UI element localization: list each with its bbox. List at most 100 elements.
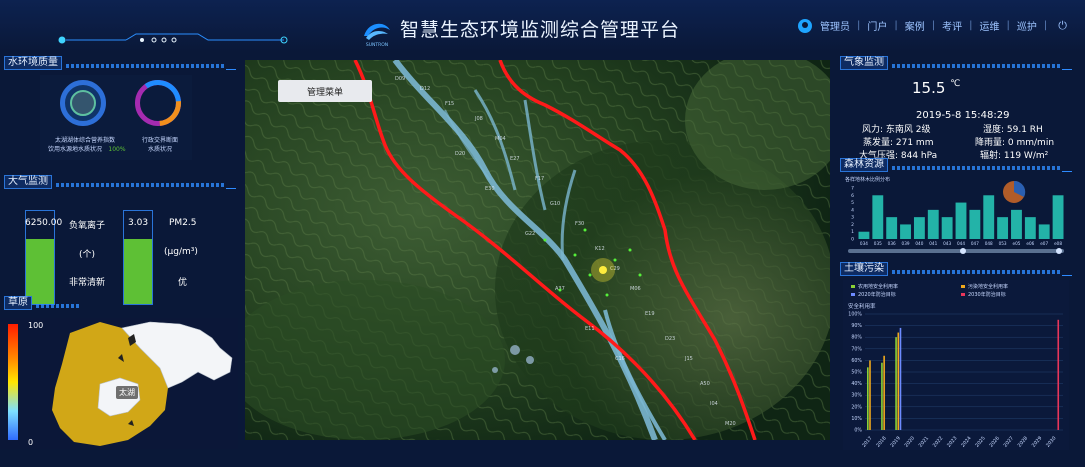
water-ring-2-arc-b bbox=[125, 70, 191, 136]
forest-bar bbox=[1024, 217, 1036, 239]
forest-bar bbox=[927, 209, 939, 239]
soil-y-tick: 60% bbox=[851, 358, 862, 364]
weather-datetime: 2019-5-8 15:48:29 bbox=[916, 110, 1010, 121]
soil-bar bbox=[869, 360, 871, 430]
nav-item-assessment[interactable]: 考评 bbox=[942, 22, 963, 33]
heat-legend-bar bbox=[8, 324, 18, 440]
svg-text:G22: G22 bbox=[525, 231, 535, 237]
ion-status: 非常清新 bbox=[69, 278, 106, 288]
nav-item-cases[interactable]: 案例 bbox=[904, 22, 925, 33]
forest-y-tick: 0 bbox=[851, 237, 854, 243]
soil-panel-title: 土壤污染 bbox=[840, 262, 888, 276]
pm25-gauge-fill bbox=[124, 238, 152, 304]
soil-legend-label: 农用地安全利用率 bbox=[858, 283, 898, 290]
soil-y-tick: 100% bbox=[848, 312, 862, 318]
user-icon[interactable] bbox=[798, 18, 813, 33]
forest-bars bbox=[858, 195, 1064, 239]
water-panel-title: 水环境质量 bbox=[4, 56, 62, 70]
svg-text:D09: D09 bbox=[395, 76, 405, 82]
svg-text:F17: F17 bbox=[535, 176, 544, 182]
svg-text:M20: M20 bbox=[725, 421, 736, 427]
grassland-map[interactable] bbox=[0, 318, 238, 449]
header-decoration bbox=[58, 33, 288, 44]
soil-bar bbox=[899, 327, 902, 430]
page-title: 智慧生态环境监测综合管理平台 bbox=[400, 19, 681, 41]
soil-legend-swatch bbox=[961, 293, 965, 296]
soil-y-tick: 10% bbox=[851, 416, 862, 422]
soil-y-tick: 40% bbox=[851, 381, 862, 387]
forest-x-tick: 039 bbox=[902, 241, 910, 246]
water-quality-card: 太湖湖体综合营养指数 饮用水源地水质状况 100% 行政交界断面 水质状况 bbox=[40, 70, 192, 160]
temperature-value: 15.5 bbox=[912, 79, 946, 97]
ion-value: 6250.00 bbox=[25, 218, 63, 228]
forest-x-tick: 036 bbox=[888, 241, 896, 246]
forest-bar bbox=[886, 217, 898, 239]
ion-gauge bbox=[25, 210, 55, 305]
soil-bar bbox=[881, 362, 883, 430]
pm25-status: 优 bbox=[178, 278, 188, 288]
forest-x-tick: 044 bbox=[957, 241, 965, 246]
forest-panel-header: 森林资源 bbox=[840, 158, 1072, 172]
power-icon[interactable]: ⏻ bbox=[1058, 18, 1067, 32]
soil-bar bbox=[895, 337, 897, 430]
forest-x-tick: 040 bbox=[915, 241, 923, 246]
forest-scroll-handle bbox=[1056, 248, 1062, 254]
svg-text:E11: E11 bbox=[585, 326, 595, 332]
temperature-unit: ℃ bbox=[950, 79, 961, 89]
soil-y-tick: 80% bbox=[851, 335, 862, 341]
forest-bar bbox=[1052, 195, 1064, 239]
forest-bar bbox=[941, 217, 953, 239]
satellite-map[interactable]: D09 D12 F15 J08 M04 E27 F17 G10 F30 K12 C29 M06 … bbox=[245, 60, 830, 440]
forest-x-labels: 034 035 036 039 040 041 043 044 047 048 053 e05 e06 e… bbox=[860, 241, 1062, 246]
soil-legend-swatch bbox=[961, 285, 965, 288]
grassland-map-svg bbox=[52, 321, 233, 446]
nav-item-patrol[interactable]: 巡护 bbox=[1016, 22, 1037, 33]
ion-unit: (个) bbox=[79, 250, 96, 260]
water-ring-1-core bbox=[70, 90, 96, 116]
forest-x-tick: 043 bbox=[943, 241, 951, 246]
soil-legend-label: 2020年防治目标 bbox=[858, 291, 896, 298]
svg-text:I04: I04 bbox=[710, 401, 718, 407]
rainfall: 降雨量: 0 mm/min bbox=[975, 138, 1055, 148]
radiation: 辐射: 119 W/m² bbox=[980, 151, 1049, 161]
brand-text: SUNTRON bbox=[366, 42, 388, 48]
water-item1-value: 100% bbox=[108, 146, 126, 153]
forest-scroll-handle bbox=[960, 248, 966, 254]
soil-bars bbox=[867, 319, 1060, 430]
soil-y-tick: 20% bbox=[851, 404, 862, 410]
nav-item-admin[interactable]: 管理员 bbox=[820, 22, 851, 33]
forest-x-tick: e08 bbox=[1054, 241, 1062, 246]
forest-bar bbox=[913, 217, 925, 239]
admin-menu-button[interactable]: 管理菜单 bbox=[278, 80, 372, 102]
pm25-unit: (μg/m³) bbox=[164, 247, 198, 257]
svg-text:E19: E19 bbox=[645, 311, 655, 317]
nav-item-maintenance[interactable]: 运维 bbox=[979, 22, 1000, 33]
forest-x-tick: e07 bbox=[1040, 241, 1048, 246]
forest-y-tick: 5 bbox=[851, 200, 854, 206]
header-stripe bbox=[36, 304, 80, 308]
soil-chart[interactable]: 农用地安全利用率 污染地安全利用率 2020年防治目标 2030年防治目标 安全利用率… bbox=[843, 280, 1069, 450]
brand-logo: SUNTRON bbox=[364, 23, 390, 48]
svg-text:A50: A50 bbox=[700, 381, 710, 387]
forest-x-tick: 035 bbox=[874, 241, 882, 246]
water-item1-sub: 饮用水源地水质状况 bbox=[47, 146, 102, 153]
forest-y-tick: 4 bbox=[851, 207, 854, 213]
soil-y-label: 安全利用率 bbox=[848, 302, 876, 310]
header-stripe bbox=[56, 183, 226, 187]
header-stripe bbox=[892, 166, 1062, 170]
nav-item-portal[interactable]: 门户 bbox=[867, 22, 888, 33]
soil-legend-label: 2030年防治目标 bbox=[968, 291, 1006, 298]
forest-y-tick: 7 bbox=[851, 186, 854, 192]
evaporation: 蒸发量: 271 mm bbox=[863, 138, 934, 148]
soil-bar bbox=[883, 355, 885, 430]
soil-bar bbox=[867, 367, 869, 430]
marker bbox=[128, 420, 134, 426]
forest-bar bbox=[1038, 224, 1050, 239]
forest-bar bbox=[1011, 209, 1022, 239]
soil-legend-swatch bbox=[851, 285, 855, 288]
forest-bar bbox=[983, 195, 995, 239]
header-stripe bbox=[892, 64, 1062, 68]
header-stripe bbox=[892, 270, 1062, 274]
